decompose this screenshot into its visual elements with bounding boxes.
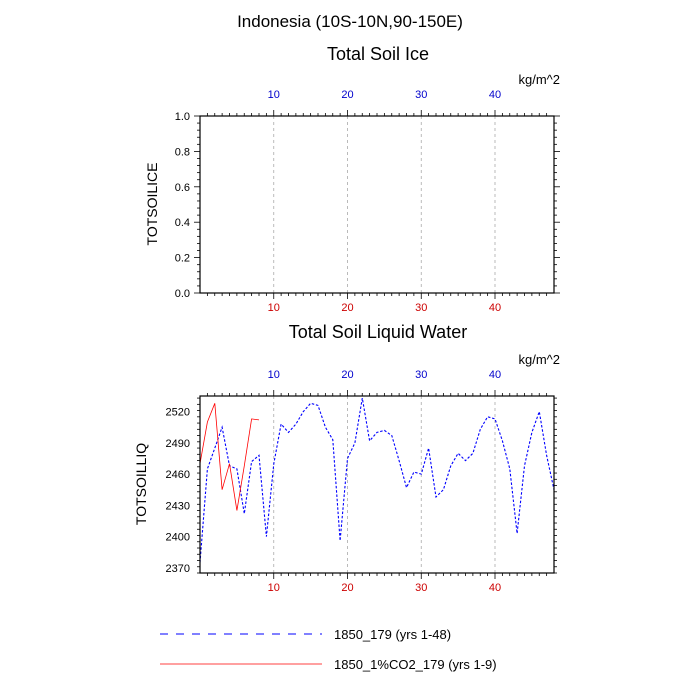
soil-liquid-title: Total Soil Liquid Water — [289, 322, 467, 342]
y-tick-label: 2370 — [166, 563, 190, 575]
y-tick-label: 1.0 — [175, 111, 190, 123]
y-tick-label: 0.6 — [175, 182, 190, 194]
soil-ice-grid — [273, 116, 496, 293]
soil-liquid-ylabel: TOTSOILLIQ — [133, 443, 149, 525]
x-tick-label-top: 40 — [489, 89, 501, 101]
x-tick-label-bottom: 40 — [489, 302, 501, 314]
y-tick-label: 0.0 — [175, 288, 190, 300]
x-tick-label-top: 20 — [341, 369, 353, 381]
legend-label-series-b: 1850_1%CO2_179 (yrs 1-9) — [334, 657, 497, 672]
x-tick-label-top: 10 — [268, 369, 280, 381]
y-tick-label: 2460 — [166, 469, 190, 481]
x-tick-label-top: 30 — [415, 369, 427, 381]
soil-liquid-unit-label: kg/m^2 — [518, 352, 560, 367]
x-tick-label-top: 20 — [341, 89, 353, 101]
y-tick-label: 2490 — [166, 438, 190, 450]
x-tick-label-bottom: 20 — [341, 302, 353, 314]
legend: 1850_179 (yrs 1-48) 1850_1%CO2_179 (yrs … — [160, 627, 497, 672]
soil-liquid-panel: Total Soil Liquid Water kg/m^2 TOTSOILLI… — [133, 322, 560, 594]
x-tick-label-top: 10 — [268, 89, 280, 101]
x-tick-label-bottom: 40 — [489, 582, 501, 594]
soil-liquid-grid — [273, 396, 496, 573]
soil-ice-ylabel: TOTSOILICE — [144, 163, 160, 246]
x-tick-label-bottom: 10 — [268, 582, 280, 594]
soil-ice-plot-frame — [199, 115, 555, 294]
x-tick-label-bottom: 30 — [415, 302, 427, 314]
series-line-1850-1pctco2-179 — [199, 403, 260, 511]
y-tick-label: 0.4 — [175, 217, 190, 229]
y-tick-label: 0.2 — [175, 253, 190, 265]
y-tick-label: 2430 — [166, 500, 190, 512]
y-tick-label: 0.8 — [175, 146, 190, 158]
soil-ice-ticks: 10 20 30 40 10 20 30 40 0.0 0.2 0.4 0.6 0.8 1.0 — [175, 89, 560, 314]
x-tick-label-top: 40 — [489, 369, 501, 381]
soil-liquid-plot-frame — [199, 395, 555, 574]
series-line-1850-179 — [199, 398, 555, 563]
x-tick-label-bottom: 20 — [341, 582, 353, 594]
y-tick-label: 2400 — [166, 532, 190, 544]
soil-ice-title: Total Soil Ice — [327, 44, 429, 64]
soil-liquid-series — [199, 398, 555, 563]
soil-liquid-ticks: 10 20 30 40 10 20 30 40 2370 2400 2430 2460 2490 2520 — [166, 369, 557, 594]
x-tick-label-bottom: 30 — [415, 582, 427, 594]
x-tick-label-bottom: 10 — [268, 302, 280, 314]
y-tick-label: 2520 — [166, 407, 190, 419]
legend-label-series-a: 1850_179 (yrs 1-48) — [334, 627, 451, 642]
soil-ice-panel: Total Soil Ice kg/m^2 TOTSOILICE 10 20 30 4… — [144, 44, 560, 314]
x-tick-label-top: 30 — [415, 89, 427, 101]
figure-title: Indonesia (10S-10N,90-150E) — [237, 12, 463, 31]
soil-ice-unit-label: kg/m^2 — [518, 72, 560, 87]
